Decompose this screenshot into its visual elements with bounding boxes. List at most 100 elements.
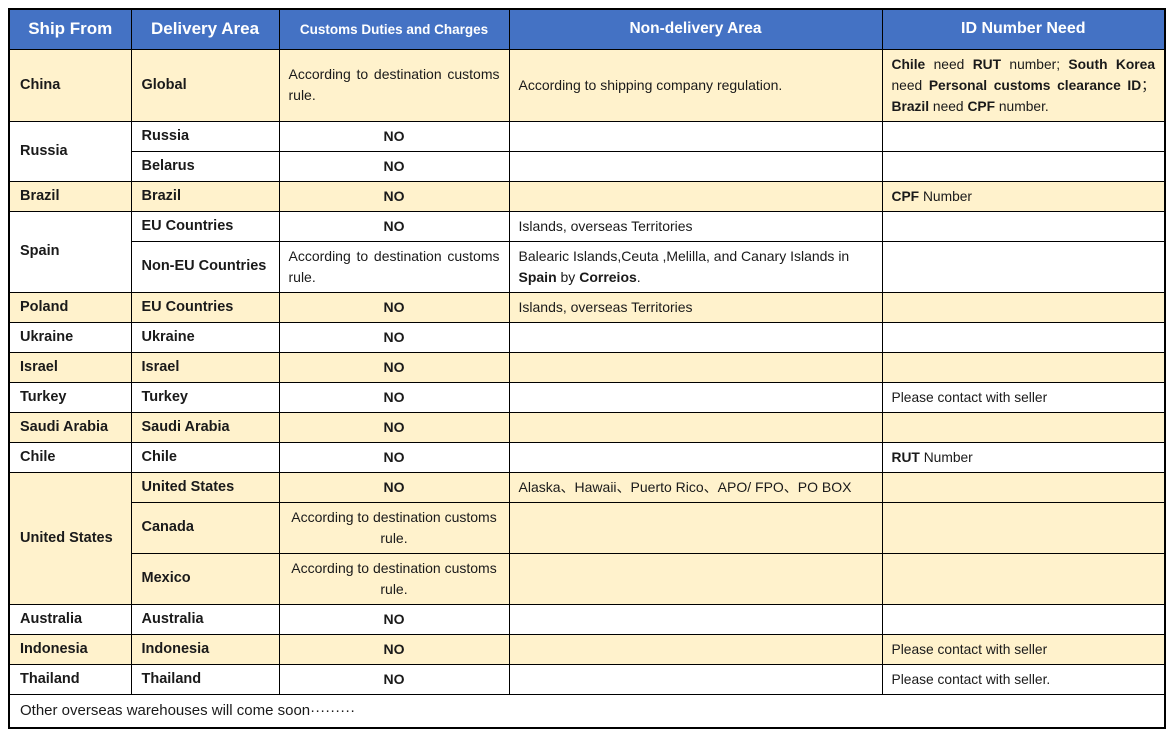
cell-id-number-need: Please contact with seller [881,633,1166,665]
text-segment: CPF [891,188,920,204]
cell-delivery-area: Ukraine [130,321,280,353]
cell-non-delivery-area [508,411,883,443]
cell-id-number-need [881,501,1166,554]
cell-non-delivery-area: Balearic Islands,Ceuta ,Melilla, and Can… [508,240,883,293]
cell-id-number-need [881,321,1166,353]
table-footer: Other overseas warehouses will come soon… [8,693,1166,729]
text-segment: Personal customs clearance ID [928,77,1142,93]
cell-customs-duties: NO [278,411,510,443]
cell-id-number-need: Please contact with seller [881,381,1166,413]
footer-row: Other overseas warehouses will come soon… [8,693,1166,729]
cell-non-delivery-area [508,441,883,473]
column-header-customs-duties-and-charges: Customs Duties and Charges [278,8,510,50]
text-segment: RUT [891,449,920,465]
text-segment: South Korea [1068,56,1155,72]
cell-ship-from: Ukraine [8,321,132,353]
cell-id-number-need [881,240,1166,293]
cell-ship-from: Israel [8,351,132,383]
cell-non-delivery-area: Alaska、Hawaii、Puerto Rico、APO/ FPO、PO BO… [508,471,883,503]
text-segment: number. [995,98,1049,114]
cell-non-delivery-area: Islands, overseas Territories [508,291,883,323]
table-row: Canada According to destination customs r… [9,501,1166,554]
cell-ship-from: China [8,48,132,122]
column-header-ship-from: Ship From [8,8,132,50]
cell-delivery-area: Thailand [130,663,280,695]
column-header-id-number-need: ID Number Need [881,8,1166,50]
cell-ship-from: Indonesia [8,633,132,665]
cell-customs-duties: NO [278,291,510,323]
table-row: Israel Israel NO [8,351,1166,383]
text-segment: number; [1001,56,1069,72]
cell-delivery-area: Belarus [130,150,280,182]
cell-ship-from: Turkey [8,381,132,413]
cell-customs-duties: NO [278,120,510,152]
table-row: Spain EU Countries NO Islands, overseas Ter… [8,210,1166,293]
table-row: Ukraine Ukraine NO [8,321,1166,353]
text-segment: need [929,98,968,114]
cell-customs-duties: According to destination customs rule. [278,501,510,554]
cell-ship-from: Russia [8,120,132,182]
cell-id-number-need: Chile need RUT number; South Korea need … [881,48,1166,122]
cell-delivery-area: Global [130,48,280,122]
text-segment: Spain [518,268,557,285]
cell-non-delivery-area [508,120,883,152]
cell-id-number-need [881,291,1166,323]
cell-customs-duties: NO [278,663,510,695]
text-segment: by [556,268,580,285]
cell-id-number-need [881,603,1166,635]
cell-customs-duties: NO [278,603,510,635]
text-segment: ； [1141,77,1155,93]
cell-delivery-area: Saudi Arabia [130,411,280,443]
table-footnote: Other overseas warehouses will come soon… [8,693,1166,729]
shipping-table: Ship From Delivery Area Customs Duties a… [8,8,1166,729]
cell-delivery-area: United States [130,471,280,503]
text-segment: Number [919,188,973,204]
cell-non-delivery-area [508,633,883,665]
cell-non-delivery-area [508,501,883,554]
text-segment: need [891,77,929,93]
cell-delivery-area: Canada [130,501,280,554]
cell-non-delivery-area [508,351,883,383]
cell-non-delivery-area [508,663,883,695]
column-header-non-delivery-area: Non-delivery Area [508,8,883,50]
table-row: Australia Australia NO [8,603,1166,635]
text-segment: need [925,56,973,72]
cell-id-number-need: Please contact with seller. [881,663,1166,695]
cell-non-delivery-area: According to shipping company regulation… [508,48,883,122]
table-row: Thailand Thailand NO Please contact with se… [8,663,1166,695]
text-segment: Correios [579,268,637,285]
cell-non-delivery-area [508,150,883,182]
table-row: Saudi Arabia Saudi Arabia NO [8,411,1166,443]
cell-delivery-area: Brazil [130,180,280,212]
cell-non-delivery-area: Islands, overseas Territories [508,210,883,242]
table-header: Ship From Delivery Area Customs Duties a… [8,8,1166,50]
cell-delivery-area: Turkey [130,381,280,413]
table-row: Belarus NO [9,150,1166,182]
cell-customs-duties: NO [278,633,510,665]
table-row: Non-EU Countries According to destination… [9,240,1166,293]
column-header-delivery-area: Delivery Area [130,8,280,50]
cell-customs-duties: NO [278,381,510,413]
cell-customs-duties: NO [278,321,510,353]
cell-delivery-area: Russia [130,120,280,152]
cell-ship-from: Brazil [8,180,132,212]
cell-customs-duties: According to destination customs rule. [278,48,510,122]
cell-customs-duties: NO [278,180,510,212]
text-segment: . [636,268,641,285]
cell-customs-duties: NO [278,351,510,383]
text-segment: Chile [891,56,926,72]
cell-id-number-need: CPF Number [881,180,1166,212]
cell-ship-from: Chile [8,441,132,473]
cell-customs-duties: NO [278,210,510,242]
table-body: China Global According to destination cust… [8,48,1166,695]
cell-ship-from: Spain [8,210,132,293]
cell-delivery-area: Indonesia [130,633,280,665]
text-segment: CPF [967,98,996,114]
cell-customs-duties: NO [278,471,510,503]
table-row: Mexico According to destination customs r… [9,552,1166,605]
table-row: China Global According to destination cust… [8,48,1166,122]
cell-non-delivery-area [508,603,883,635]
cell-delivery-area: EU Countries [130,291,280,323]
cell-non-delivery-area [508,381,883,413]
